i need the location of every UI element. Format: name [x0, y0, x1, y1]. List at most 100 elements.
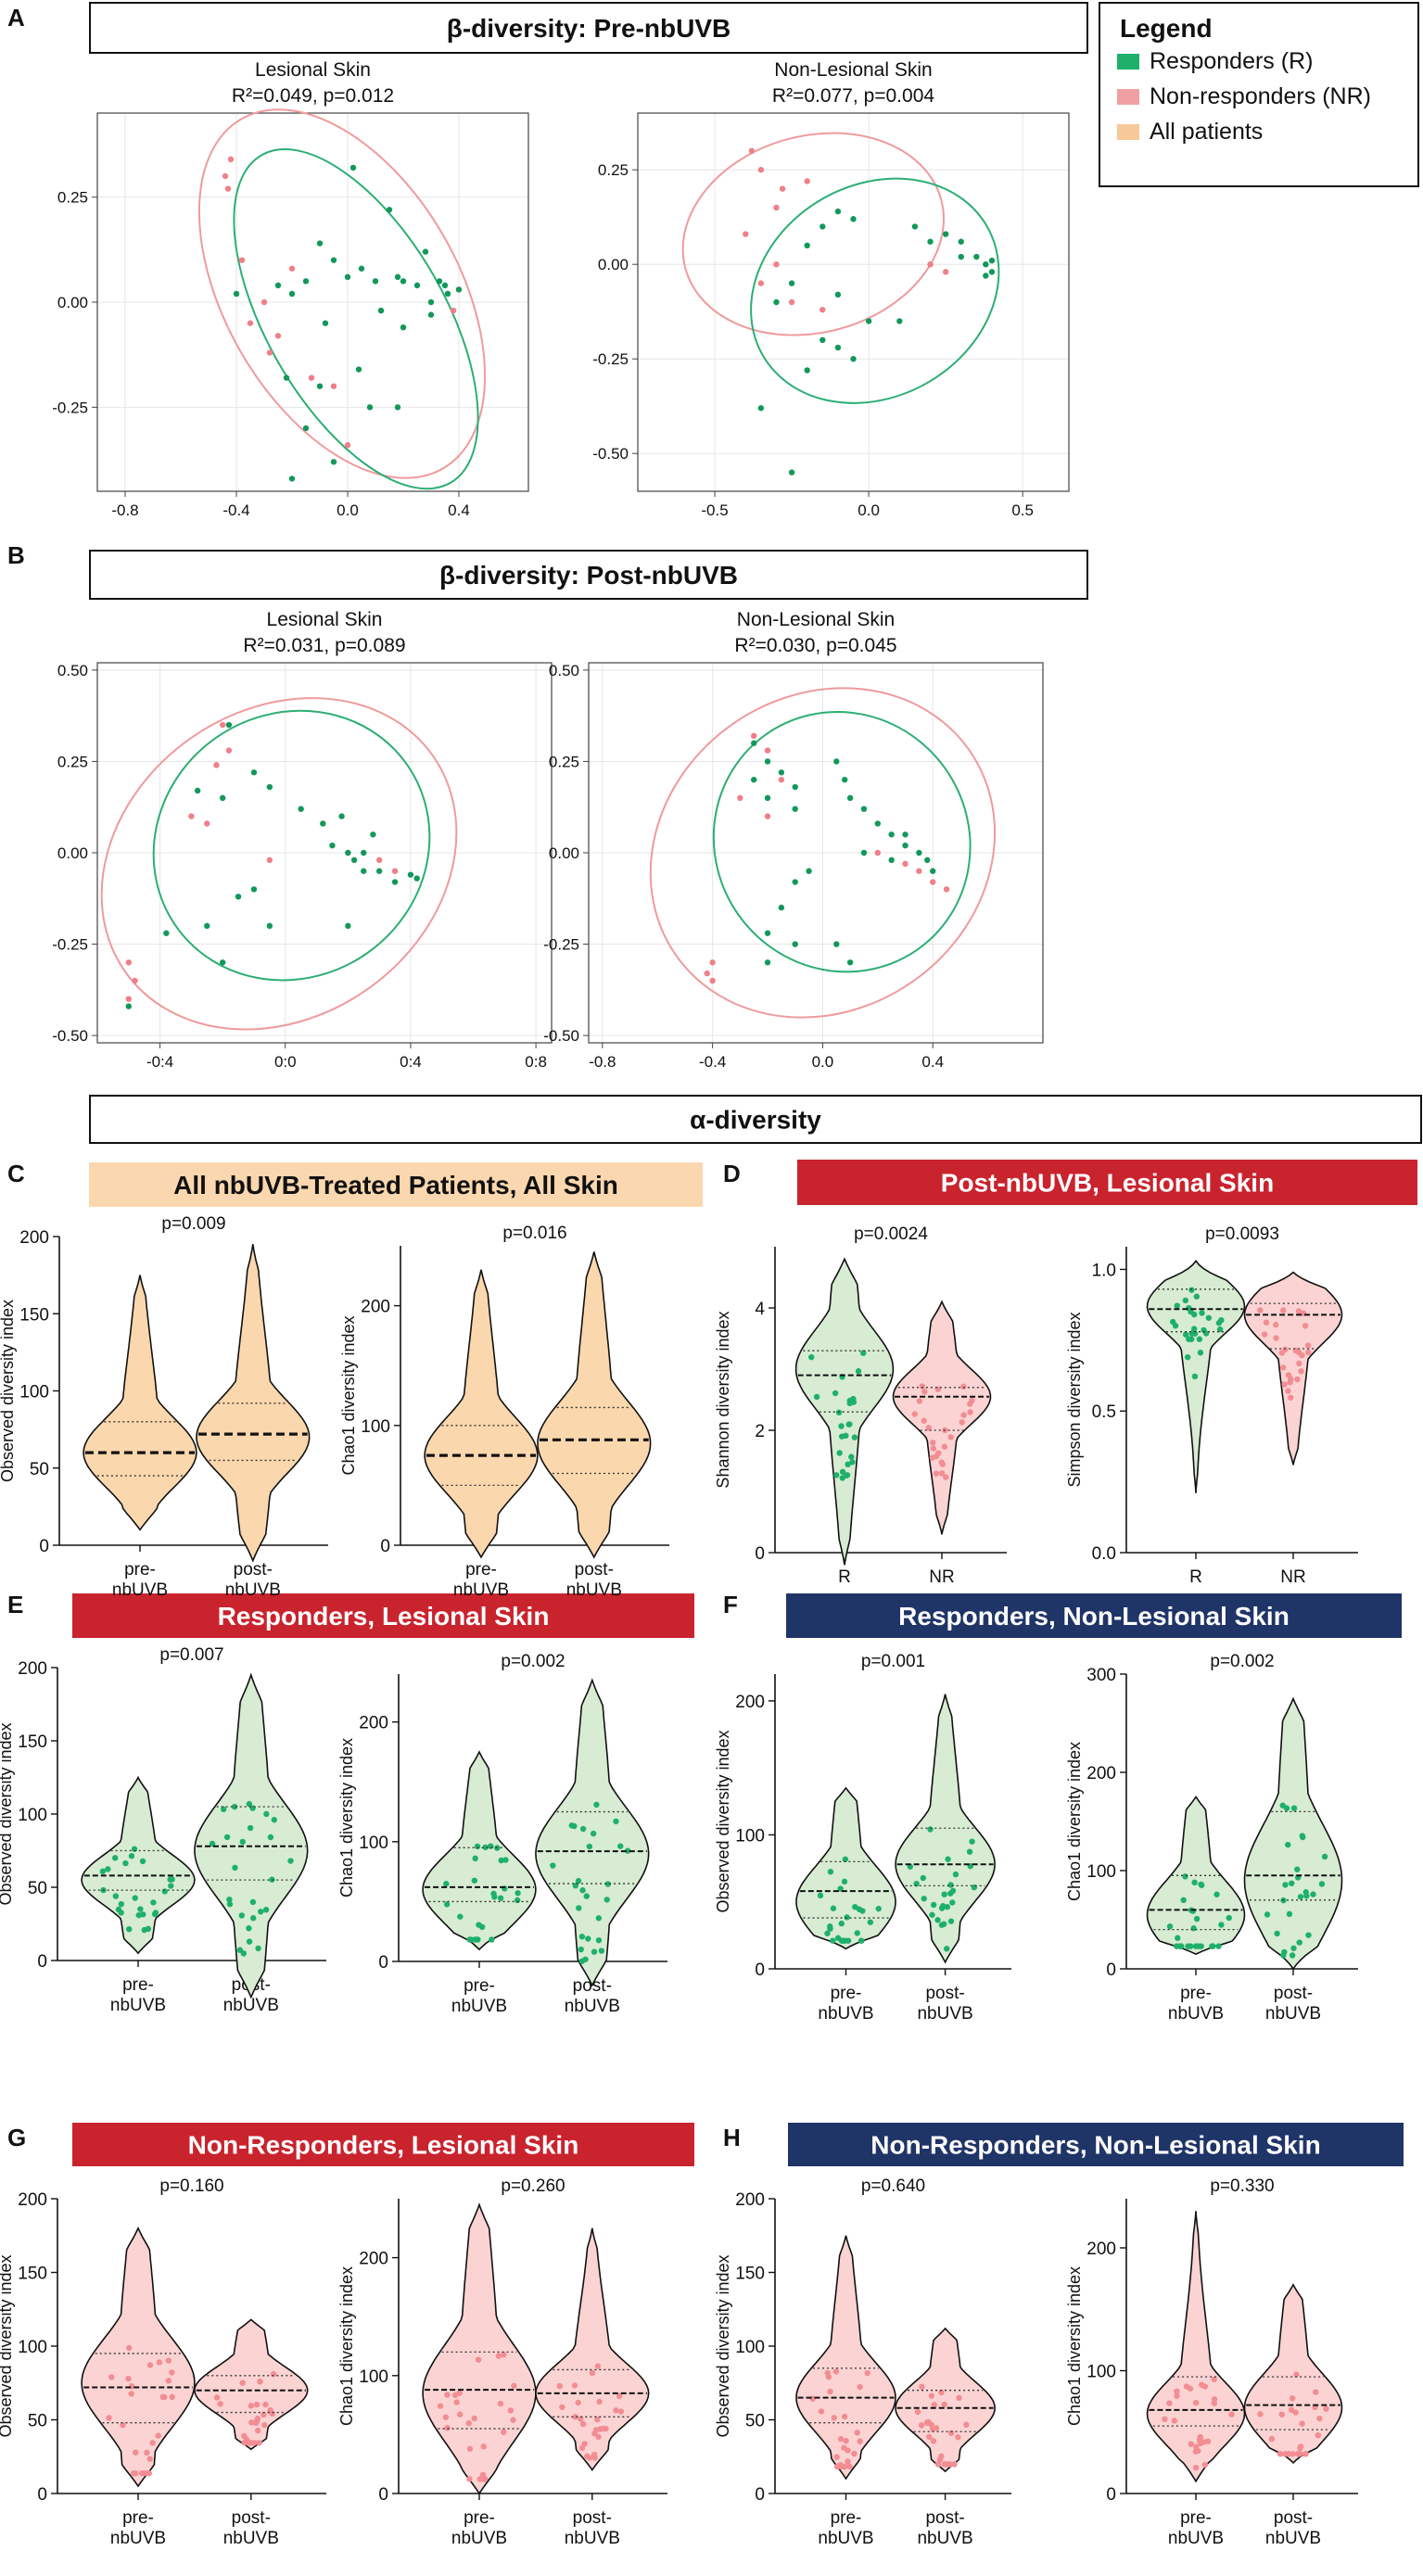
point-r	[1286, 1910, 1293, 1918]
violin-plot-c-1-ylabel: Observed diversity index	[0, 1300, 17, 1482]
point-nr	[161, 2393, 168, 2401]
point-r	[322, 320, 329, 326]
x-tick-label: 0.4	[921, 1053, 944, 1071]
point-r	[852, 1903, 858, 1910]
violin-nr	[795, 2235, 896, 2481]
point-nr	[927, 261, 934, 268]
point-r	[1213, 1891, 1220, 1897]
point-nr	[120, 2421, 126, 2429]
point-r	[617, 1843, 624, 1849]
point-nr	[169, 2393, 175, 2401]
point-nr	[841, 2413, 848, 2420]
point-r	[874, 820, 882, 827]
x-tick-label: -0:4	[146, 1053, 173, 1071]
point-r	[940, 1902, 947, 1910]
point-nr	[1204, 2438, 1212, 2444]
point-r	[958, 253, 964, 260]
point-r	[250, 769, 258, 776]
point-nr	[938, 2389, 945, 2396]
point-nr	[391, 868, 399, 874]
point-r	[578, 1946, 584, 1953]
point-nr	[130, 2469, 137, 2477]
y-tick-label: -0.25	[592, 350, 629, 368]
y-tick-label: -0.50	[543, 1027, 579, 1045]
violin-nr	[1146, 2211, 1246, 2483]
point-r	[394, 404, 401, 411]
y-tick-label: 2	[755, 1422, 765, 1441]
y-tick-label: 200	[359, 2250, 388, 2269]
point-nr	[444, 2392, 451, 2398]
point-nr	[737, 794, 743, 802]
header-panel-g-box	[72, 2123, 694, 2166]
point-r	[844, 1914, 850, 1921]
point-r	[377, 307, 385, 314]
point-r	[849, 1459, 856, 1466]
x-category-label: nbUVB	[566, 1580, 622, 1600]
violin-plot-f-1-ylabel: Observed diversity index	[714, 1730, 732, 1912]
legend-label-r: Responders (R)	[1150, 48, 1313, 74]
point-r	[929, 1911, 935, 1918]
y-tick-label: 300	[1086, 1666, 1116, 1685]
violin-all	[424, 1269, 539, 1559]
point-r	[595, 1915, 603, 1922]
point-r	[833, 941, 840, 947]
point-r	[896, 318, 903, 324]
point-r	[497, 1895, 504, 1901]
y-tick-label: 0.25	[598, 161, 629, 179]
scatter-a-nonlesional: Non-Lesional Skin R²=0.077, p=0.004 -0.5 0.…	[592, 59, 1070, 519]
point-r	[865, 318, 872, 324]
point-r	[1282, 1882, 1289, 1888]
point-nr	[600, 2425, 606, 2432]
y-tick-label: 100	[735, 1826, 765, 1846]
ellipse-nr	[100, 697, 458, 1031]
violin-plot-f-2-ylabel: Chao1 diversity index	[1065, 1742, 1084, 1901]
point-nr	[1192, 2399, 1200, 2406]
point-r	[355, 366, 362, 373]
point-nr	[442, 2414, 450, 2420]
point-nr	[936, 2456, 944, 2463]
point-nr	[1192, 2464, 1200, 2471]
point-r	[586, 1843, 593, 1850]
x-category-label: post-	[1274, 2508, 1313, 2528]
point-nr	[750, 732, 757, 740]
y-tick-label: 1.0	[1092, 1261, 1116, 1280]
x-category-label: post-	[925, 1984, 964, 2003]
point-r	[834, 208, 842, 215]
violin-plot-f-2: 0 100 200 300 Chao1 diversity index p=0.002 pr…	[1065, 1652, 1358, 2024]
point-nr	[960, 1383, 967, 1390]
header-panel-g-label: Non-Responders, Lesional Skin	[188, 2131, 579, 2160]
point-r	[1184, 1353, 1191, 1361]
point-nr	[613, 2407, 619, 2414]
violin-r	[795, 1786, 896, 1950]
point-r	[1188, 1943, 1194, 1949]
point-r	[441, 282, 449, 289]
point-nr	[239, 2379, 246, 2386]
violin-plot-g-1-ylabel: Observed diversity index	[0, 2254, 15, 2437]
violin-nr	[892, 1300, 992, 1535]
point-r	[457, 1913, 464, 1920]
point-nr	[213, 762, 220, 768]
point-nr	[1316, 2415, 1323, 2422]
y-tick-label: 0.0	[1092, 1544, 1116, 1564]
point-nr	[1287, 1379, 1293, 1386]
y-tick-label: 0	[755, 2485, 765, 2505]
panel-letter-h: H	[723, 2124, 741, 2151]
point-r	[841, 776, 848, 783]
scatter-b-nonlesional-title: Non-Lesional Skin	[737, 609, 895, 630]
violin-all	[83, 1275, 197, 1531]
x-category-label: pre-	[465, 1560, 497, 1580]
y-tick-label: 200	[359, 1714, 388, 1733]
point-r	[1186, 1336, 1192, 1342]
x-tick-label: 0:0	[274, 1053, 297, 1071]
point-nr	[188, 813, 195, 819]
point-r	[838, 1433, 845, 1440]
point-nr	[1192, 2448, 1200, 2455]
point-nr	[804, 178, 810, 184]
point-r	[750, 740, 757, 746]
point-r	[792, 783, 798, 791]
point-r	[112, 1893, 120, 1899]
point-r	[266, 922, 273, 930]
